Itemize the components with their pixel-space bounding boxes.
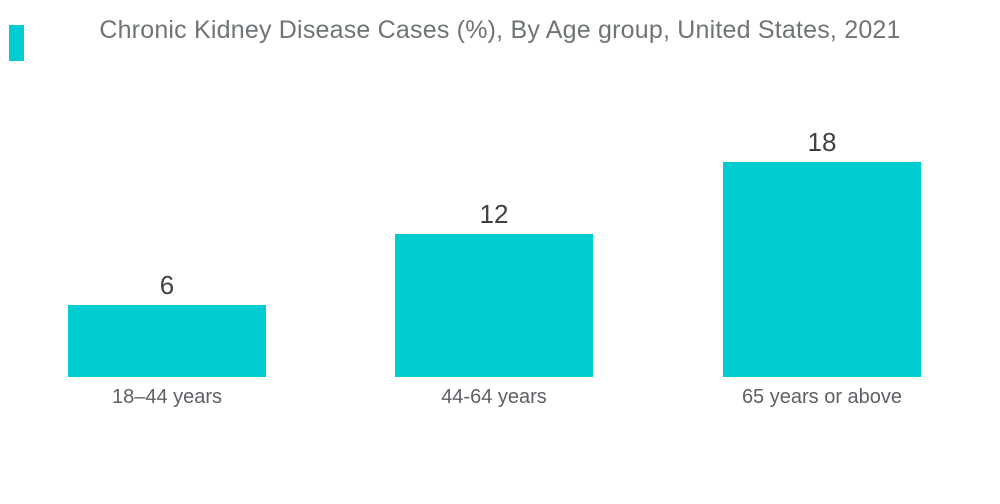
chart-title: Chronic Kidney Disease Cases (%), By Age… [99, 16, 901, 44]
bar-value-label: 18 [807, 127, 837, 157]
bar-44-64-years [395, 234, 593, 377]
bar-category-label: 18–44 years [111, 386, 223, 408]
bar-65-years-or-above [723, 162, 921, 377]
bar-category-label: 65 years or above [741, 386, 903, 408]
bar-group-65-above: 18 65 years or above [723, 0, 921, 504]
brand-logo-mark [9, 25, 24, 61]
bar-group-44-64: 12 44-64 years [395, 0, 593, 504]
bar-value-label: 12 [479, 199, 509, 229]
bar-value-label: 6 [159, 270, 175, 300]
bar-category-label: 44-64 years [441, 386, 547, 408]
bar-group-18-44: 6 18–44 years [68, 0, 266, 504]
bar-18-44-years [68, 305, 266, 377]
